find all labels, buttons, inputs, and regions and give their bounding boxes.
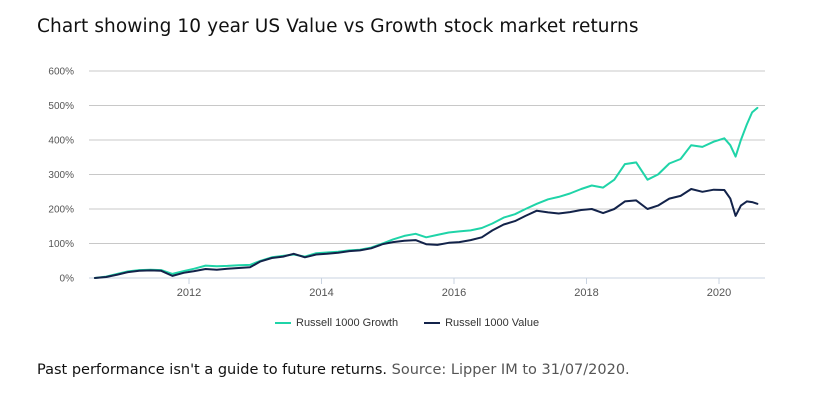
y-tick-label: 300% — [48, 170, 74, 181]
y-tick-label: 500% — [48, 101, 74, 112]
y-tick-label: 200% — [48, 205, 74, 216]
x-tick-label: 2016 — [442, 287, 466, 299]
legend-swatch-value — [424, 321, 441, 325]
gridlines — [89, 70, 765, 279]
y-tick-label: 400% — [48, 136, 74, 147]
footnote: Past performance isn't a guide to future… — [37, 362, 630, 378]
x-tick-label: 2014 — [309, 287, 333, 299]
y-tick-label: 0% — [60, 274, 75, 285]
series-line-value — [93, 188, 759, 279]
x-axis-ticks: 2012 2014 2016 2018 2020 — [177, 278, 731, 299]
series-lines — [93, 106, 759, 279]
x-tick-label: 2012 — [177, 287, 201, 299]
source-text: Source: Lipper IM to 31/07/2020. — [391, 362, 630, 378]
legend-label-growth: Russell 1000 Growth — [296, 317, 399, 329]
legend-label-value: Russell 1000 Value — [445, 317, 540, 329]
series-line-growth — [93, 106, 759, 279]
page-title: Chart showing 10 year US Value vs Growth… — [37, 16, 639, 37]
legend-item-value[interactable]: Russell 1000 Value — [424, 317, 539, 329]
disclaimer-text: Past performance isn't a guide to future… — [37, 362, 388, 378]
chart-legend: Russell 1000 Growth Russell 1000 Value — [275, 317, 539, 329]
y-axis-ticks: 0% 100% 200% 300% 400% 500% 600% — [48, 67, 74, 285]
y-tick-label: 600% — [48, 67, 74, 78]
legend-item-growth[interactable]: Russell 1000 Growth — [275, 317, 398, 329]
legend-swatch-growth — [275, 321, 291, 325]
x-tick-label: 2020 — [707, 287, 731, 299]
x-tick-label: 2018 — [574, 287, 598, 299]
line-chart: 0%100%200%300%400%500%600% 2012 2014 2016 2… — [48, 67, 765, 299]
y-tick-label: 100% — [48, 239, 74, 250]
